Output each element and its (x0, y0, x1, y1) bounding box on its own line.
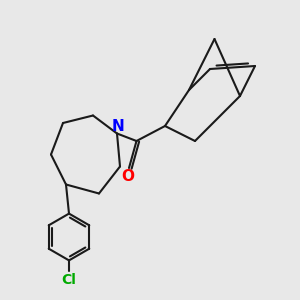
Text: O: O (121, 169, 134, 184)
Text: Cl: Cl (61, 273, 76, 287)
Text: N: N (112, 119, 125, 134)
